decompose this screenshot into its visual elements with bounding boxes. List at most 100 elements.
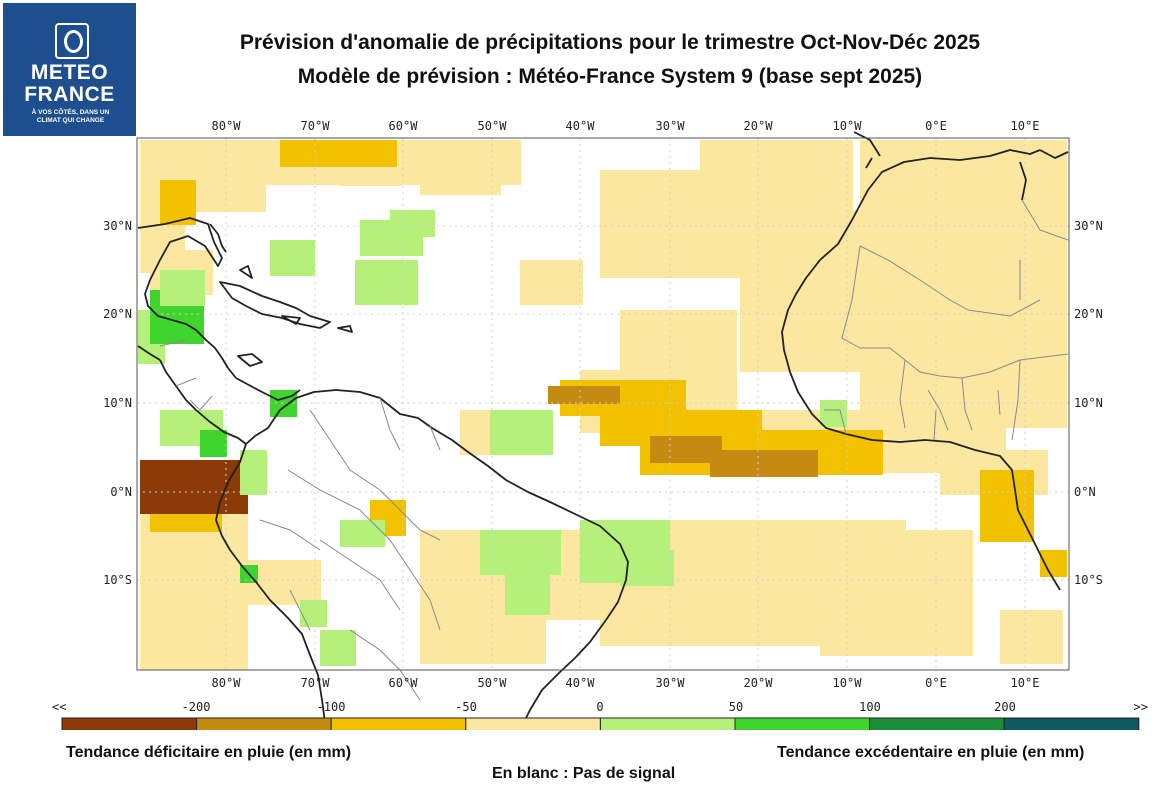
anomaly-cell (1040, 356, 1049, 365)
anomaly-cell (417, 228, 426, 237)
anomaly-cell (803, 354, 812, 363)
meteo-france-logo: METEO FRANCE À VOS CÔTÉS, DANS UN CLIMAT… (3, 3, 136, 136)
anomaly-cell (643, 574, 652, 583)
anomaly-cell (977, 203, 986, 212)
logo-brand-line1: METEO (30, 61, 109, 84)
anomaly-cell (790, 194, 799, 203)
anomaly-cell (582, 602, 591, 611)
anomaly-cell (869, 212, 878, 221)
anomaly-cell (512, 176, 521, 185)
anomaly-cell (544, 446, 553, 455)
anomaly-cell (212, 176, 221, 185)
anomaly-cell (830, 291, 839, 300)
anomaly-cell (212, 571, 221, 580)
anomaly-cell (178, 437, 187, 446)
anomaly-cell (995, 293, 1004, 302)
anomaly-cell (869, 266, 878, 275)
anomaly-cell (789, 565, 798, 574)
anomaly-cell (672, 179, 681, 188)
anomaly-cell (378, 238, 387, 247)
anomaly-cell (187, 297, 196, 306)
anomaly-cell (923, 248, 932, 257)
anomaly-cell (1040, 293, 1049, 302)
anomaly-cell (1004, 248, 1013, 257)
anomaly-cell (1040, 383, 1049, 392)
anomaly-cell (995, 203, 1004, 212)
anomaly-cell (364, 269, 373, 278)
anomaly-cell (483, 177, 492, 186)
anomaly-cell (1027, 628, 1036, 637)
anomaly-cell (203, 505, 212, 514)
anomaly-cell (379, 500, 388, 509)
anomaly-cell (663, 410, 672, 419)
anomaly-cell (986, 266, 995, 275)
anomaly-cell (943, 419, 952, 428)
anomaly-cell (212, 661, 221, 670)
anomaly-cell (798, 628, 807, 637)
anomaly-cell (717, 242, 726, 251)
anomaly-cell (829, 584, 838, 593)
anomaly-cell (878, 239, 887, 248)
anomaly-cell (803, 246, 812, 255)
anomaly-cell (727, 212, 736, 221)
anomaly-cell (492, 159, 501, 168)
anomaly-cell (538, 287, 547, 296)
anomaly-cell (270, 390, 279, 399)
anomaly-cell (773, 468, 782, 477)
anomaly-cell (385, 177, 394, 186)
anomaly-cell (1049, 568, 1058, 577)
anomaly-cell (492, 593, 501, 602)
anomaly-cell (168, 308, 177, 317)
anomaly-cell (593, 386, 602, 395)
anomaly-cell (420, 602, 429, 611)
anomaly-cell (860, 275, 869, 284)
anomaly-cell (499, 419, 508, 428)
anomaly-cell (564, 575, 573, 584)
anomaly-cell (447, 610, 456, 619)
anomaly-cell (905, 266, 914, 275)
anomaly-cell (294, 578, 303, 587)
anomaly-cell (663, 269, 672, 278)
anomaly-cell (794, 273, 803, 282)
anomaly-cell (717, 619, 726, 628)
anomaly-cell (1031, 419, 1040, 428)
anomaly-cell (905, 212, 914, 221)
anomaly-cell (258, 486, 267, 495)
anomaly-cell (1022, 230, 1031, 239)
anomaly-cell (176, 580, 185, 589)
anomaly-cell (140, 553, 149, 562)
anomaly-cell (771, 529, 780, 538)
anomaly-cell (767, 219, 776, 228)
anomaly-cell (492, 575, 501, 584)
anomaly-cell (950, 176, 959, 185)
anomaly-cell (429, 584, 438, 593)
anomaly-cell (923, 365, 932, 374)
anomaly-cell (169, 297, 178, 306)
anomaly-cell (294, 596, 303, 605)
anomaly-cell (799, 149, 808, 158)
anomaly-cell (905, 356, 914, 365)
anomaly-cell (1040, 302, 1049, 311)
anomaly-cell (995, 221, 1004, 230)
anomaly-cell (456, 548, 465, 557)
anomaly-cell (1000, 637, 1009, 646)
anomaly-cell (364, 278, 373, 287)
anomaly-cell (781, 194, 790, 203)
anomaly-cell (685, 430, 694, 439)
anomaly-cell (955, 539, 964, 548)
anomaly-cell (1058, 311, 1067, 320)
anomaly-cell (995, 302, 1004, 311)
anomaly-cell (230, 176, 239, 185)
anomaly-cell (839, 210, 848, 219)
anomaly-cell (923, 347, 932, 356)
anomaly-cell (1040, 311, 1049, 320)
anomaly-cell (830, 336, 839, 345)
anomaly-cell (941, 176, 950, 185)
anomaly-cell (654, 242, 663, 251)
country-borders (159, 199, 1069, 701)
anomaly-cell (695, 454, 704, 463)
anomaly-cell (780, 583, 789, 592)
anomaly-cell (968, 374, 977, 383)
anomaly-cell (318, 600, 327, 609)
anomaly-cell (230, 562, 239, 571)
